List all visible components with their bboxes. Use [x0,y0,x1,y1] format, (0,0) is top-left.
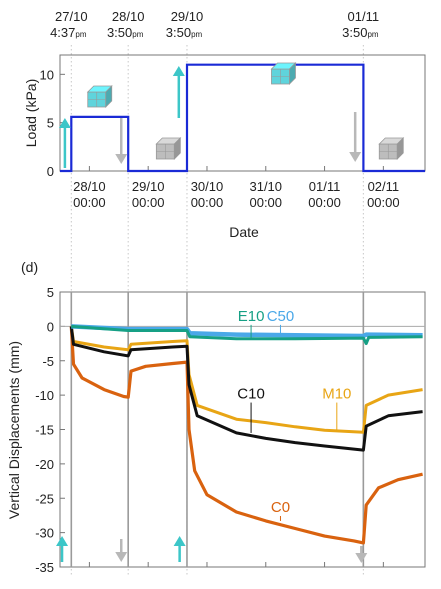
annotation-date: 29/10 [171,9,204,24]
cube-side-face [396,137,404,160]
series-c10-line [69,326,423,452]
displacement-series [69,324,423,545]
down-arrow-icon-head [115,552,128,562]
displacement-y-axis-label: Vertical Displacements (mm) [6,341,22,519]
load-y-tick-label: 10 [40,67,54,82]
load-series-line [60,63,425,173]
cube-icon [378,137,405,160]
series-c50-label: C50 [267,308,295,325]
load-x-tick-time: 00:00 [367,195,400,210]
load-x-tick-time: 00:00 [249,195,282,210]
up-arrow-icon-head [56,536,69,546]
load-y-ticks: 0 5 10 [40,67,65,179]
series-m10-line [69,326,423,434]
load-y-axis-label: Load (kPa) [23,79,39,147]
annotation-time-suffix: pm [191,30,202,39]
series-c10-label: C10 [237,386,265,403]
load-y-tick-label: 0 [47,164,54,179]
displacement-y-tick-label: -25 [35,491,54,506]
cube-icon [86,85,113,108]
load-plot-frame [59,54,426,172]
annotation-time-suffix: pm [132,30,143,39]
load-series [60,63,425,173]
load-x-tick-time: 00:00 [132,195,165,210]
panel-label: (d) [21,259,38,275]
annotation-time-suffix: pm [367,30,378,39]
load-x-tick-time: 00:00 [191,195,224,210]
load-x-axis-label: Date [229,224,259,240]
load-x-tick-time: 00:00 [308,195,341,210]
annotation-time-suffix: pm [75,30,86,39]
up-arrow-icon-head [172,66,185,76]
series-c0-line [69,326,423,545]
annotation-date: 27/10 [55,9,88,24]
annotation-time: 3:50pm [107,25,144,40]
load-x-tick-date: 31/10 [249,179,282,194]
series-m10-label: M10 [322,386,351,403]
series-e10-line [71,324,423,346]
annotation-time: 3:50pm [342,25,379,40]
displacement-y-tick-label: 5 [47,285,54,300]
annotation-time: 3:50pm [166,25,203,40]
down-arrow-icon-head [115,154,128,164]
load-x-ticks: 28/1000:0029/1000:0030/1000:0031/1000:00… [73,166,400,210]
series-c0-label: C0 [271,499,290,516]
displacement-y-tick-label: -30 [35,526,54,541]
cube-side-face [105,85,113,108]
down-arrow-icon-head [349,152,362,162]
up-arrow-icon-head [173,536,186,546]
down-arrow-icon-head [355,553,368,563]
load-arrows [58,66,362,168]
load-x-tick-time: 00:00 [73,195,106,210]
load-x-tick-date: 28/10 [73,179,106,194]
annotation-date: 28/10 [112,9,145,24]
displacement-y-ticks: 5 0 -5 -10 -15 -20 -25 -30 -35 [35,285,425,575]
cube-side-face [173,137,181,160]
load-y-tick-label: 5 [47,116,54,131]
displacement-y-tick-label: -15 [35,423,54,438]
displacement-y-tick-label: -10 [35,388,54,403]
load-x-tick-date: 02/11 [368,179,400,194]
displacement-arrows [56,536,368,563]
cube-icon [155,137,182,160]
series-e10-label: E10 [238,308,265,325]
load-cubes [86,62,405,160]
load-x-tick-date: 29/10 [132,179,165,194]
displacement-y-tick-label: -5 [42,354,54,369]
annotation-time: 4:37pm [50,25,87,40]
displacement-y-tick-label: -35 [35,560,54,575]
displacement-x-ticks [88,562,384,567]
displacement-y-tick-label: -20 [35,457,54,472]
load-x-tick-date: 01/11 [309,179,341,194]
up-arrow-icon-head [58,118,71,128]
cube-icon [270,62,297,85]
cube-side-face [289,62,296,85]
load-x-tick-date: 30/10 [191,179,224,194]
displacement-y-tick-label: 0 [47,319,54,334]
annotation-date: 01/11 [348,9,380,24]
